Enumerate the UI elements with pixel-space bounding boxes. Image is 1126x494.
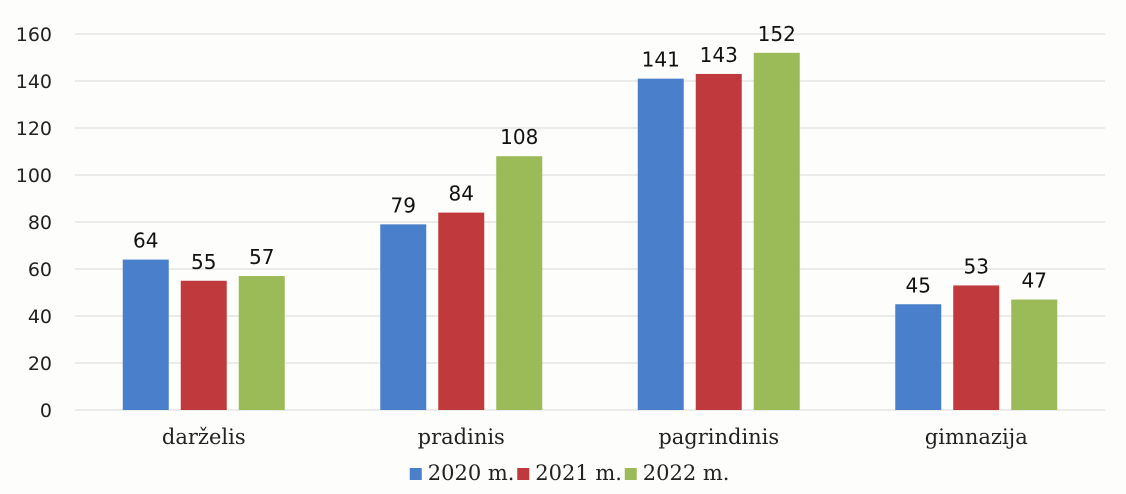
data-label: 141 <box>642 48 680 72</box>
legend-label: 2021 m. <box>535 461 622 485</box>
data-label: 64 <box>133 229 158 253</box>
bar-pradinis-2022 m. <box>496 156 543 410</box>
y-tick-label: 100 <box>16 165 52 187</box>
bar-darželis-2021 m. <box>180 280 227 410</box>
data-label: 53 <box>964 254 989 278</box>
data-label: 47 <box>1022 269 1047 293</box>
bar-gimnazija-2021 m. <box>953 285 1000 410</box>
x-tick-label: gimnazija <box>925 425 1028 449</box>
legend-swatch <box>624 468 637 480</box>
y-tick-label: 140 <box>16 71 52 93</box>
y-tick-label: 120 <box>16 118 52 140</box>
legend: 2020 m. 2021 m. 2022 m. <box>409 461 730 485</box>
y-tick-label: 0 <box>40 400 52 422</box>
data-label: 143 <box>700 43 738 67</box>
legend-swatch <box>409 468 422 480</box>
data-label: 84 <box>449 182 474 206</box>
x-tick-label: pagrindinis <box>658 425 779 449</box>
bar-pagrindinis-2021 m. <box>695 73 742 410</box>
bar-pradinis-2020 m. <box>380 224 427 410</box>
bar-pradinis-2021 m. <box>438 212 485 410</box>
bar-pagrindinis-2022 m. <box>753 52 800 411</box>
gridlines <box>75 33 1105 411</box>
data-label: 57 <box>249 245 274 269</box>
data-labels: 64 55 57 79 84 108 141 143 152 45 53 47 <box>133 22 1047 297</box>
bar-pagrindinis-2020 m. <box>637 78 684 411</box>
bar-gimnazija-2020 m. <box>895 304 942 410</box>
x-tick-label: darželis <box>162 425 246 449</box>
data-label: 108 <box>500 125 538 149</box>
data-label: 152 <box>758 22 796 46</box>
y-tick-label: 60 <box>28 259 52 281</box>
legend-swatch <box>517 468 530 480</box>
legend-label: 2020 m. <box>428 461 515 485</box>
x-axis-ticks: darželis pradinis pagrindinis gimnazija <box>162 425 1028 449</box>
data-label: 55 <box>191 250 216 274</box>
y-tick-label: 40 <box>28 306 52 328</box>
y-tick-label: 160 <box>16 24 52 46</box>
y-axis-ticks: 0 20 40 60 80 100 120 140 160 <box>16 24 52 422</box>
bar-gimnazija-2022 m. <box>1011 299 1058 410</box>
x-tick-label: pradinis <box>418 425 505 449</box>
bar-darželis-2020 m. <box>122 259 169 410</box>
data-label: 45 <box>906 273 931 297</box>
bar-darželis-2022 m. <box>238 276 285 410</box>
y-tick-label: 20 <box>28 353 52 375</box>
legend-label: 2022 m. <box>643 461 730 485</box>
data-label: 79 <box>391 193 416 217</box>
y-tick-label: 80 <box>28 212 52 234</box>
bars <box>122 52 1058 411</box>
